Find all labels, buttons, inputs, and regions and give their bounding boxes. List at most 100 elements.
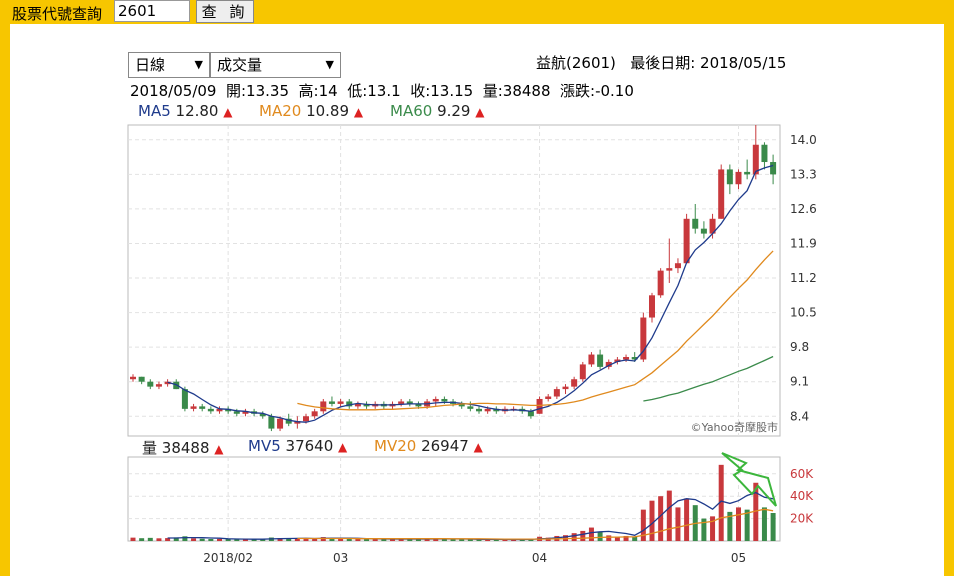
candle-body [614,359,621,362]
price-plot-frame [127,124,781,437]
volume-bar [710,516,716,541]
candle-body [726,169,733,185]
volume-bar [390,539,395,541]
chevron-down-icon: ▼ [325,58,334,71]
volume-bar [571,533,577,541]
candle-body [571,379,578,387]
volume-bar [372,539,378,541]
candle-body [579,364,586,380]
x-tick-label: 03 [333,551,348,565]
candle-body [311,411,318,417]
price-tick-label: 11.9 [790,236,817,250]
volume-bar [260,539,266,541]
volume-bar [217,538,222,541]
candle-body [277,418,284,429]
volume-bar [199,538,205,541]
price-tick-label: 10.5 [790,306,817,320]
price-tick-label: 8.4 [790,409,809,423]
last-date: 最後日期: 2018/05/15 [630,54,787,72]
candle-body [640,317,647,360]
candle-body [346,401,353,407]
candle-body [527,411,534,417]
volume-bar [450,539,456,541]
candle-body [398,401,405,404]
mv5-value: 37640 [285,437,334,455]
candle-body [441,398,448,402]
up-triangle-icon: ▲ [223,105,233,119]
volume-bar [346,538,352,541]
ma20-legend: MA20 10.89 ▲ [259,102,363,120]
volume-bar [640,509,646,541]
volume-bar [147,537,153,541]
volume-bar [459,539,465,541]
price-tick-label: 9.1 [790,375,809,389]
volume-bar [441,538,447,541]
candle-body [207,408,214,412]
candle-body [752,144,759,175]
ma-lines [167,164,774,541]
volume-bar [381,539,387,541]
up-triangle-icon: ▲ [475,105,485,119]
top-bar: 股票代號查詢 查 詢 [0,0,954,24]
volume-bar [182,536,188,541]
stock-info: 益航(2601) 最後日期: 2018/05/15 [536,52,786,73]
candle-body [164,381,171,385]
query-button[interactable]: 查 詢 [196,0,254,23]
volume-bar [666,490,672,541]
chevron-down-icon: ▼ [194,58,203,71]
indicator-select[interactable]: 成交量 ▼ [210,52,341,78]
volume-bar [658,496,664,541]
volume-bar [502,539,508,541]
mv20-name: MV20 [374,437,417,455]
candle-body [657,270,664,296]
volume-bar [727,511,733,541]
period-select-value: 日線 [135,56,166,74]
volume-bar [718,464,724,541]
x-tick-label: 04 [532,551,547,565]
candle-body [320,401,327,412]
candle-body [328,401,335,404]
candle-body [259,413,266,417]
candle-body [476,408,482,412]
x-tick-label: 2018/02 [203,551,253,565]
volume-plot-frame [127,456,781,542]
volume-bar [191,538,197,541]
candle-body [147,381,154,387]
candle-body [242,411,249,414]
volume-bar [511,539,517,541]
volume-bar [649,500,655,541]
candle-body [631,357,638,360]
stock-code-input[interactable] [114,0,190,22]
period-select[interactable]: 日線 ▼ [128,52,210,78]
candle-body [406,401,413,404]
price-tick-label: 9.8 [790,340,809,354]
volume-bar [606,535,612,541]
candle-body [199,406,206,409]
ma20-name: MA20 [259,102,302,120]
watermark: ©Yahoo奇摩股市 [691,420,778,434]
volume-bar [208,538,214,541]
price-tick-label: 12.6 [790,202,817,216]
ma5-name: MA5 [138,102,171,120]
volume-bar [173,537,179,541]
candle-body [225,408,232,412]
volume-bar [519,539,525,541]
candle-body [130,376,136,380]
volume-bar [424,538,430,541]
volume-bar [294,538,300,541]
candle-body [562,386,569,390]
volume-tick-label: 40K [790,489,814,503]
up-triangle-icon: ▲ [338,440,348,454]
volume-bar [398,538,404,541]
candle-body [536,398,543,414]
volume-bar [736,507,741,541]
volume-bar [433,538,439,541]
candle-body [155,384,162,387]
quote-line: 2018/05/09 開:13.35 高:14 低:13.1 收:13.15 量… [130,82,634,100]
volume-bar [242,539,248,541]
candle-body [337,401,344,404]
volume-bar [156,538,162,541]
volume-bar [753,482,759,541]
ma60-line [643,355,774,402]
